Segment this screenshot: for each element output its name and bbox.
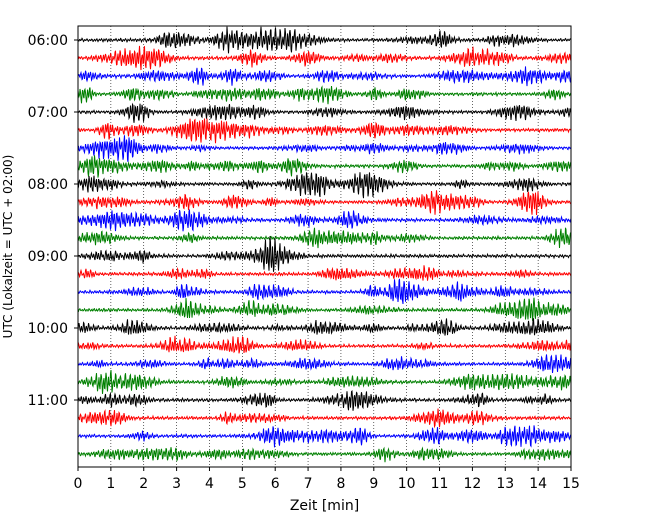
trace-1030 [77, 354, 572, 373]
trace-0800 [77, 172, 572, 199]
x-tick-label: 1 [106, 476, 115, 492]
x-tick-label: 3 [172, 476, 181, 492]
trace-0915 [77, 265, 572, 281]
x-tick-label: 5 [238, 476, 247, 492]
y-tick-label: 11:00 [28, 393, 68, 409]
y-axis-label: UTC (Lokalzeit = UTC + 02:00) [1, 155, 15, 339]
trace-1145 [77, 446, 572, 463]
trace-0715 [77, 118, 572, 144]
trace-0815 [77, 190, 572, 216]
y-axis-ticks: 06:00 07:00 08:00 09:00 10:00 11:00 [28, 33, 78, 409]
x-tick-label: 11 [431, 476, 449, 492]
x-tick-label: 9 [369, 476, 378, 492]
trace-0600 [77, 26, 572, 54]
trace-0645 [77, 85, 572, 105]
trace-0845 [77, 227, 572, 249]
trace-1130 [77, 425, 572, 448]
trace-0945 [77, 297, 572, 321]
x-axis-ticks: 0 1 2 3 4 5 6 7 8 9 10 11 12 13 14 15 [74, 467, 580, 492]
x-tick-label: 0 [74, 476, 83, 492]
x-tick-label: 2 [139, 476, 148, 492]
x-tick-label: 8 [336, 476, 345, 492]
trace-0630 [77, 66, 572, 87]
trace-0930 [77, 278, 572, 305]
trace-0615 [77, 45, 572, 71]
trace-1015 [77, 335, 572, 354]
x-tick-label: 12 [463, 476, 481, 492]
trace-1000 [77, 318, 572, 336]
trace-1045 [77, 369, 572, 394]
x-axis-label: Zeit [min] [290, 498, 359, 514]
x-tick-label: 15 [562, 476, 580, 492]
plot-frame [77, 25, 572, 468]
y-tick-label: 09:00 [28, 249, 68, 265]
trace-0700 [77, 102, 572, 123]
trace-0830 [77, 208, 572, 232]
y-tick-label: 10:00 [28, 321, 68, 337]
x-tick-label: 7 [304, 476, 313, 492]
trace-0730 [77, 135, 572, 162]
trace-group [77, 26, 572, 463]
x-tick-label: 13 [496, 476, 514, 492]
y-tick-label: 08:00 [28, 177, 68, 193]
y-tick-label: 07:00 [28, 105, 68, 121]
x-tick-label: 4 [205, 476, 214, 492]
y-tick-label: 06:00 [28, 33, 68, 49]
trace-0900 [77, 236, 572, 272]
x-tick-label: 6 [271, 476, 280, 492]
trace-1100 [77, 390, 572, 411]
x-tick-label: 14 [529, 476, 547, 492]
x-tick-label: 10 [398, 476, 416, 492]
trace-0745 [77, 155, 572, 178]
trace-1115 [77, 408, 572, 429]
